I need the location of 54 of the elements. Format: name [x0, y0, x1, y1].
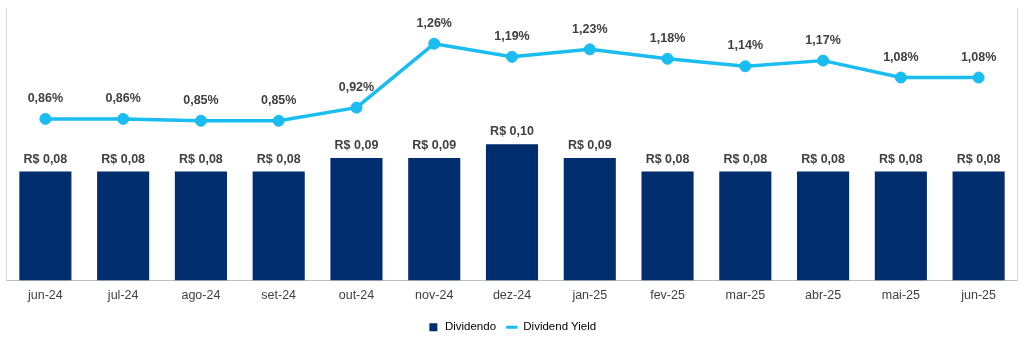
x-tick-label: mar-25 — [725, 288, 766, 303]
x-tick-label: jan-25 — [571, 288, 608, 303]
x-tick-label: dez-24 — [492, 288, 532, 303]
data-label: R$ 0,08 — [645, 151, 690, 166]
data-label: 1,23% — [572, 21, 608, 36]
data-label: 0,85% — [183, 92, 219, 107]
point — [817, 54, 830, 67]
data-label: R$ 0,08 — [101, 151, 146, 166]
x-tick-label: fev-25 — [650, 288, 685, 303]
data-label: R$ 0,09 — [567, 138, 612, 153]
data-label: R$ 0,08 — [956, 151, 1001, 166]
data-label: 0,92% — [338, 79, 375, 94]
data-label: R$ 0,08 — [723, 151, 768, 166]
data-label: 0,86% — [105, 91, 141, 106]
data-label: 0,85% — [260, 92, 297, 107]
data-label: 0,86% — [27, 91, 64, 106]
x-tick-label: abr-25 — [805, 288, 842, 303]
data-label: 1,08% — [883, 49, 919, 64]
data-label: R$ 0,09 — [334, 138, 379, 153]
x-tick-label: ago-24 — [181, 288, 221, 303]
point — [894, 71, 907, 84]
point — [661, 52, 674, 65]
data-label: 1,19% — [494, 29, 530, 44]
point — [350, 101, 363, 114]
x-tick-label: set-24 — [261, 288, 297, 303]
point — [972, 71, 985, 84]
point — [272, 114, 285, 127]
data-label: R$ 0,08 — [801, 151, 846, 166]
x-tick-label: jun-24 — [27, 288, 63, 303]
data-label: R$ 0,10 — [490, 124, 534, 139]
x-tick-label: mai-25 — [881, 288, 920, 303]
point — [194, 114, 207, 127]
x-tick-label: out-24 — [338, 288, 375, 303]
data-label: 1,18% — [649, 30, 686, 45]
data-label: 1,26% — [416, 15, 452, 30]
data-label: R$ 0,09 — [412, 138, 457, 153]
data-label: 1,08% — [960, 49, 997, 64]
data-label: 1,14% — [727, 38, 764, 53]
point — [39, 112, 52, 125]
point — [506, 50, 518, 63]
point — [428, 37, 441, 50]
data-label: R$ 0,08 — [23, 151, 68, 166]
x-tick-label: jun-25 — [960, 288, 997, 303]
point — [117, 112, 130, 125]
data-label: R$ 0,08 — [878, 151, 923, 166]
data-label: 1,17% — [805, 32, 841, 47]
x-tick-label: jul-24 — [106, 288, 139, 303]
point — [583, 43, 596, 56]
data-label: R$ 0,08 — [179, 151, 223, 166]
point — [739, 60, 752, 73]
legend-label: Dividendo — [444, 320, 497, 333]
x-tick-label: nov-24 — [415, 288, 454, 303]
legend-label: Dividend Yield — [523, 320, 597, 333]
data-label: R$ 0,08 — [256, 151, 301, 166]
